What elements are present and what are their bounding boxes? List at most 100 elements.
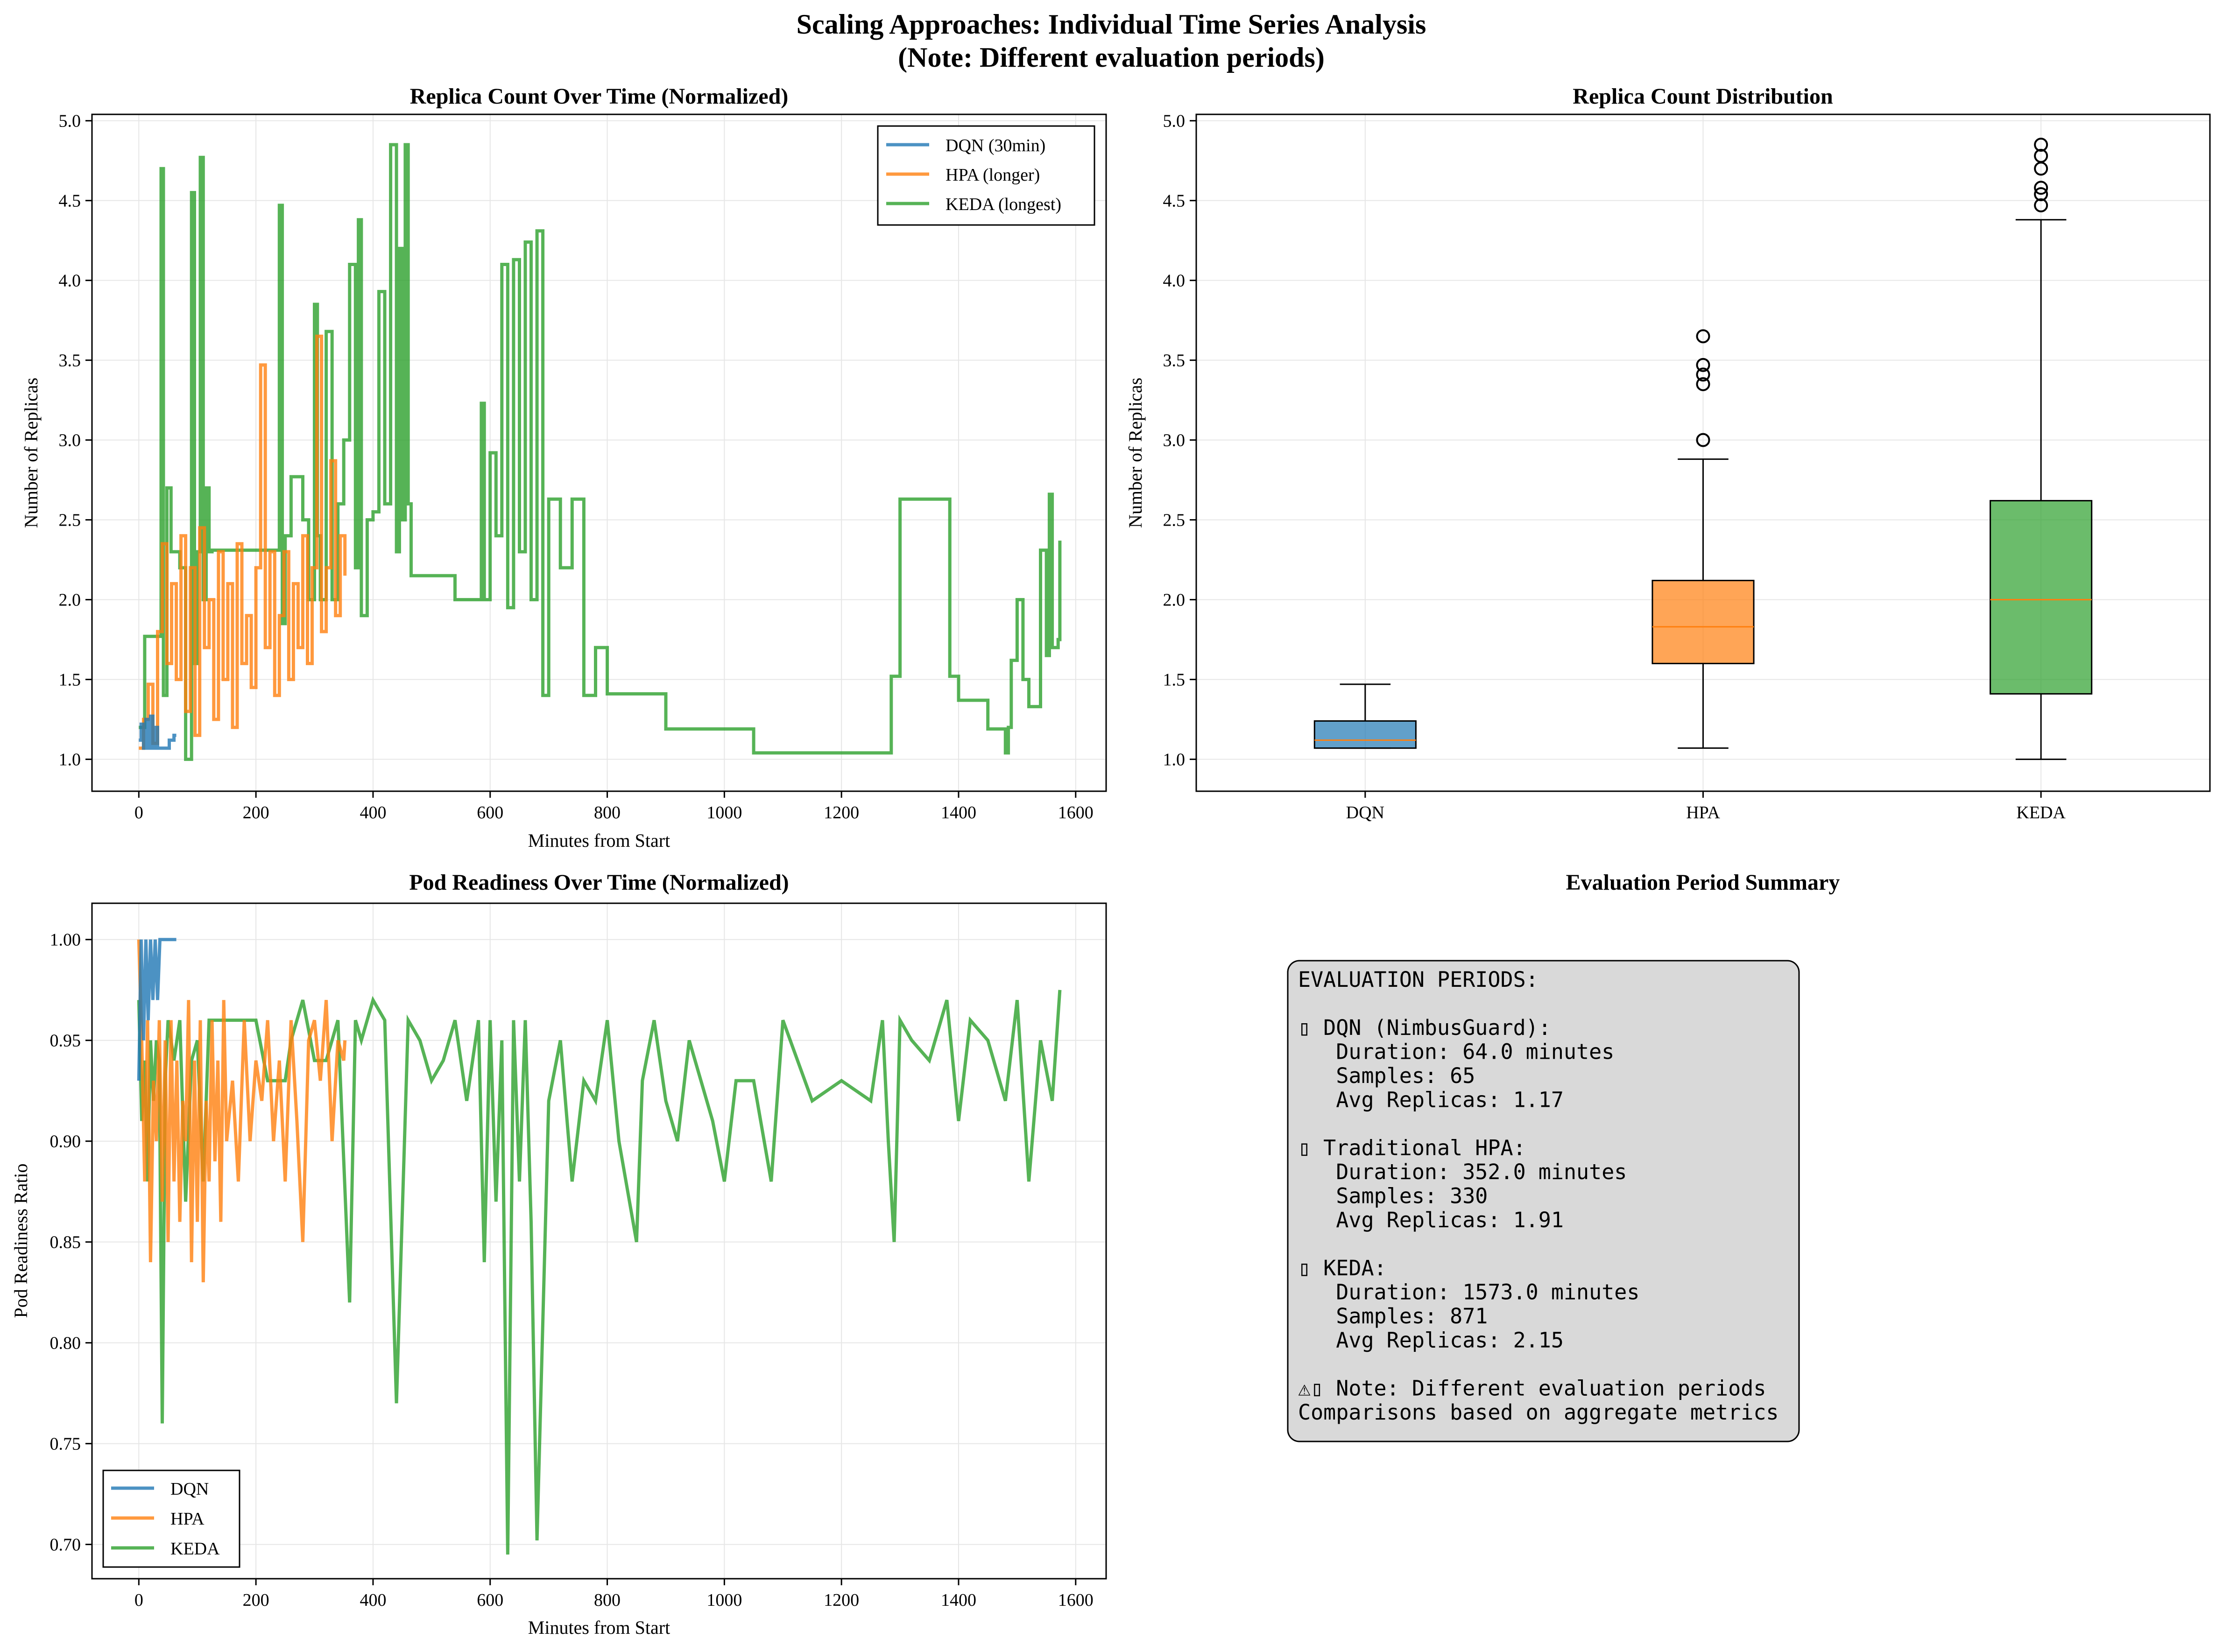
- figure-title-line2: (Note: Different evaluation periods): [898, 42, 1325, 73]
- keda-box: [1990, 500, 2093, 695]
- replica-count-line-chart: Replica Count Over Time (Normalized) 0 20…: [21, 84, 1107, 851]
- readiness-frame: [91, 902, 1107, 1580]
- y-tick-label: 1.5: [59, 670, 81, 690]
- x-tick-label: 1000: [706, 1590, 742, 1610]
- legend-keda-label: KEDA (longest): [946, 195, 1061, 214]
- keda-outlier: [2034, 187, 2048, 201]
- figure-title-line1: Scaling Approaches: Individual Time Seri…: [797, 9, 1426, 40]
- readiness-ylabel: Pod Readiness Ratio: [10, 1163, 31, 1318]
- dqn-series-line: [137, 938, 176, 1081]
- y-tick-label: 0.90: [50, 1132, 81, 1152]
- legend-dqn-label: DQN (30min): [946, 136, 1045, 155]
- y-tick-label: 1.0: [1163, 750, 1186, 770]
- hpa-outlier: [1696, 377, 1710, 391]
- y-tick-label: 3.0: [1163, 431, 1186, 450]
- y-tick-label: 4.0: [59, 271, 81, 291]
- x-tick-label: 800: [594, 803, 621, 822]
- x-tick-label: 1400: [941, 1590, 976, 1610]
- y-tick-label: 3.5: [59, 351, 81, 371]
- x-tick-label: 200: [243, 803, 269, 822]
- summary-line: Comparisons based on aggregate metrics: [1298, 1400, 1779, 1425]
- x-tick-label: 1400: [941, 803, 976, 822]
- summary-line: EVALUATION PERIODS:: [1298, 967, 1538, 992]
- y-tick-label: 1.0: [59, 750, 81, 770]
- x-tick-label: 400: [360, 803, 386, 822]
- x-tick-label: 400: [360, 1590, 386, 1610]
- legend3-hpa-label: HPA: [170, 1509, 205, 1529]
- summary-line: Samples: 65: [1298, 1063, 1475, 1088]
- dqn-series-line: [139, 714, 176, 750]
- y-tick-label: 0.75: [50, 1434, 81, 1454]
- summary-line: ▯ DQN (NimbusGuard):: [1298, 1015, 1551, 1040]
- y-tick-label: 5.0: [1163, 112, 1186, 131]
- hpa-outlier: [1696, 433, 1710, 447]
- hpa-category-label: HPA: [1686, 803, 1720, 822]
- hpa-box: [1651, 580, 1755, 664]
- x-tick-label: 200: [243, 1590, 269, 1610]
- keda-outlier: [2034, 148, 2048, 163]
- summary-title: Evaluation Period Summary: [1566, 870, 1840, 895]
- keda-outlier: [2034, 137, 2048, 152]
- summary-line: Duration: 1573.0 minutes: [1298, 1280, 1640, 1305]
- pod-readiness-line-chart: Pod Readiness Over Time (Normalized) 0 20…: [10, 870, 1107, 1638]
- hpa-outlier: [1696, 358, 1710, 372]
- x-tick-label: 1600: [1058, 1590, 1094, 1610]
- summary-textbox: [1287, 960, 1800, 1442]
- y-tick-label: 2.0: [1163, 591, 1186, 610]
- y-tick-label: 4.5: [1163, 191, 1186, 211]
- legend3-dqn-label: DQN: [170, 1479, 209, 1499]
- readiness-xlabel: Minutes from Start: [528, 1617, 670, 1638]
- hpa-series-line: [139, 334, 347, 750]
- x-tick-label: 1200: [824, 1590, 859, 1610]
- keda-outlier: [2034, 181, 2048, 195]
- hpa-series-line: [137, 939, 347, 1283]
- summary-line: Duration: 352.0 minutes: [1298, 1160, 1627, 1184]
- legend3-keda-label: KEDA: [170, 1539, 220, 1559]
- replica-line-frame: [91, 113, 1107, 792]
- hpa-outlier: [1696, 367, 1710, 382]
- x-tick-label: 0: [134, 1590, 143, 1610]
- replica-line-ylabel: Number of Replicas: [21, 378, 42, 528]
- summary-line: Samples: 871: [1298, 1304, 1488, 1329]
- dqn-box: [1313, 720, 1417, 749]
- y-tick-label: 2.0: [59, 591, 81, 610]
- y-tick-label: 1.00: [50, 930, 81, 950]
- y-tick-label: 4.0: [1163, 271, 1186, 291]
- summary-line: Samples: 330: [1298, 1184, 1488, 1209]
- summary-line: Duration: 64.0 minutes: [1298, 1040, 1614, 1064]
- replica-distribution-boxplot: Replica Count Distribution 1.0 1.5 2.0 2.5 3…: [1125, 84, 2211, 822]
- y-tick-label: 0.70: [50, 1535, 81, 1555]
- dqn-category-label: DQN: [1346, 803, 1384, 822]
- x-tick-label: 1000: [706, 803, 742, 822]
- keda-outlier: [2034, 198, 2048, 212]
- legend-hpa-label: HPA (longer): [946, 165, 1040, 185]
- summary-line: Avg Replicas: 1.91: [1298, 1208, 1564, 1232]
- y-tick-label: 0.95: [50, 1031, 81, 1051]
- x-tick-label: 600: [477, 803, 503, 822]
- evaluation-summary-panel: Evaluation Period Summary EVALUATION PER…: [1287, 870, 1840, 1442]
- y-tick-label: 1.5: [1163, 670, 1186, 690]
- boxplot-title: Replica Count Distribution: [1573, 84, 1833, 109]
- y-tick-label: 0.80: [50, 1334, 81, 1353]
- y-tick-label: 2.5: [59, 511, 81, 530]
- replica-line-xlabel: Minutes from Start: [528, 830, 670, 851]
- summary-line: Avg Replicas: 1.17: [1298, 1088, 1564, 1112]
- hpa-outlier: [1696, 329, 1710, 344]
- y-tick-label: 5.0: [59, 112, 81, 131]
- summary-line: ⚠▯ Note: Different evaluation periods: [1298, 1376, 1766, 1401]
- y-tick-label: 0.85: [50, 1233, 81, 1252]
- boxplot-ylabel: Number of Replicas: [1125, 378, 1146, 528]
- x-tick-label: 600: [477, 1590, 503, 1610]
- keda-series-line: [137, 990, 1062, 1555]
- y-tick-label: 3.5: [1163, 351, 1186, 371]
- summary-line: ▯ KEDA:: [1298, 1256, 1387, 1280]
- readiness-title: Pod Readiness Over Time (Normalized): [409, 870, 789, 895]
- x-tick-label: 0: [134, 803, 143, 822]
- summary-line: Avg Replicas: 2.15: [1298, 1328, 1564, 1353]
- x-tick-label: 1600: [1058, 803, 1094, 822]
- keda-category-label: KEDA: [2016, 803, 2066, 822]
- summary-line: ▯ Traditional HPA:: [1298, 1136, 1526, 1160]
- readiness-legend: DQN HPA KEDA: [102, 1469, 240, 1568]
- x-tick-label: 1200: [824, 803, 859, 822]
- replica-line-legend: DQN (30min) HPA (longer) KEDA (longest): [877, 125, 1095, 226]
